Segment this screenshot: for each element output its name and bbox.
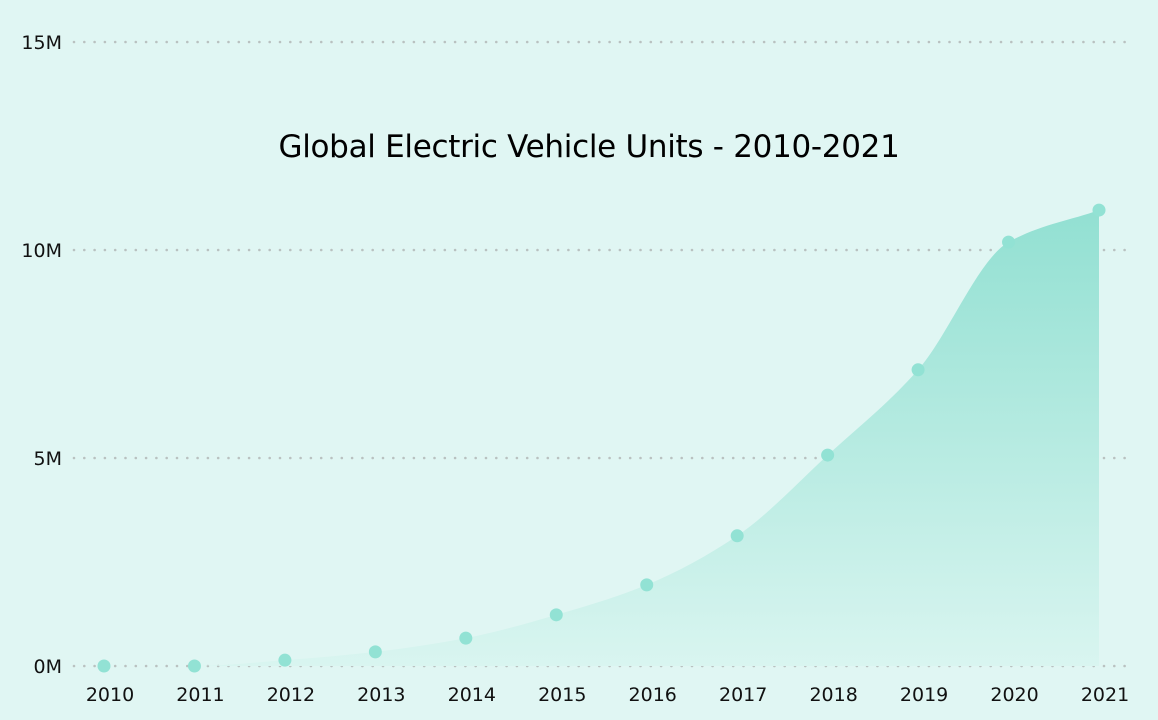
x-tick-label: 2019 — [900, 684, 948, 706]
y-axis: 0M 5M 10M 15M — [21, 32, 62, 678]
data-point-2016[interactable] — [640, 578, 654, 592]
x-tick-label: 2012 — [267, 684, 315, 706]
data-point-2014[interactable] — [459, 631, 473, 645]
data-point-2012[interactable] — [278, 653, 292, 667]
data-point-2017[interactable] — [730, 529, 744, 543]
x-tick-label: 2011 — [176, 684, 224, 706]
x-tick-label: 2013 — [357, 684, 405, 706]
y-tick-label: 0M — [34, 656, 62, 678]
x-tick-label: 2018 — [809, 684, 857, 706]
x-axis: 2010 2011 2012 2013 2014 2015 2016 2017 2018 2019… — [86, 684, 1129, 706]
x-tick-label: 2016 — [629, 684, 677, 706]
data-point-2011[interactable] — [187, 659, 201, 673]
data-point-2010[interactable] — [97, 659, 111, 673]
data-point-2013[interactable] — [368, 645, 382, 659]
x-tick-label: 2020 — [990, 684, 1038, 706]
data-point-2015[interactable] — [549, 608, 563, 622]
x-tick-label: 2010 — [86, 684, 134, 706]
data-points — [97, 203, 1106, 673]
y-tick-label: 15M — [21, 32, 62, 54]
y-tick-label: 5M — [34, 448, 62, 470]
chart-title: Global Electric Vehicle Units - 2010-202… — [278, 129, 899, 165]
area-fill — [104, 210, 1099, 666]
area-series — [104, 210, 1099, 666]
x-tick-label: 2014 — [448, 684, 496, 706]
data-point-2019[interactable] — [911, 363, 925, 377]
data-point-2018[interactable] — [821, 448, 835, 462]
data-point-2021[interactable] — [1092, 203, 1106, 217]
data-point-2020[interactable] — [1002, 235, 1016, 249]
x-tick-label: 2017 — [719, 684, 767, 706]
x-tick-label: 2015 — [538, 684, 586, 706]
x-tick-label: 2021 — [1081, 684, 1129, 706]
y-tick-label: 10M — [21, 240, 62, 262]
